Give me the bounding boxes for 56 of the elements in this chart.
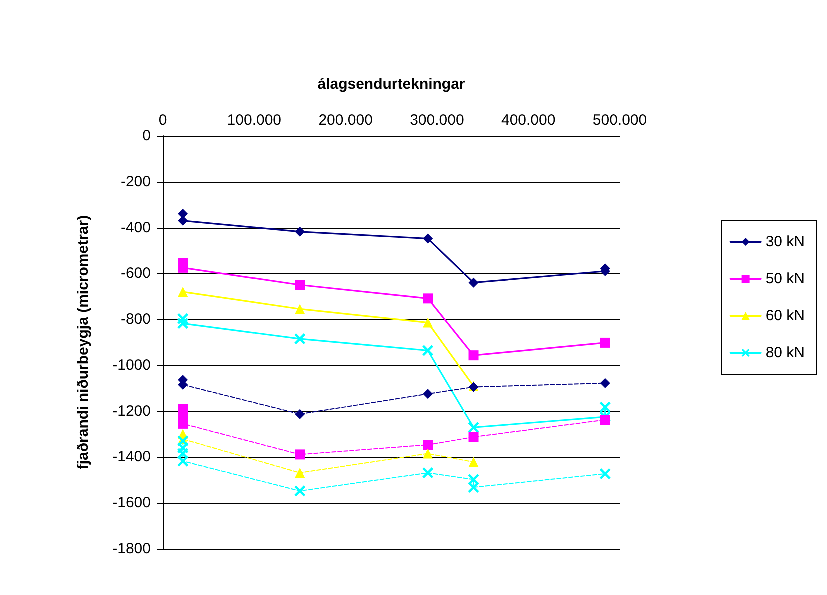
point [468, 432, 479, 442]
point [295, 468, 306, 478]
point [178, 410, 188, 420]
point [423, 389, 434, 400]
y-tick-label: -1000 [112, 356, 151, 374]
point [422, 468, 434, 479]
point [295, 226, 306, 237]
point [423, 440, 434, 450]
point [468, 422, 480, 434]
point [295, 409, 306, 420]
x-tick-label: 300.000 [410, 112, 464, 129]
point [600, 378, 610, 388]
point [468, 482, 480, 494]
point [295, 304, 306, 314]
point [468, 278, 479, 288]
point [178, 262, 188, 273]
y-axis-title: fjaðrandi niðurbeygja (micrometrar) [75, 215, 92, 470]
point [178, 216, 188, 226]
point [295, 280, 306, 290]
point [423, 294, 434, 304]
x-tick-label: 400.000 [501, 112, 556, 129]
y-tick-label: -400 [120, 219, 151, 236]
point [423, 234, 434, 244]
y-tick-label: -1200 [112, 402, 151, 420]
y-tick-label: -1600 [112, 494, 151, 512]
y-tick-label: -1400 [112, 448, 151, 466]
y-tick-label: -600 [120, 265, 151, 282]
point [423, 448, 434, 459]
x-tick-label: 100.000 [227, 112, 282, 129]
point [468, 457, 479, 468]
point [600, 402, 611, 413]
point [468, 350, 479, 361]
point [295, 450, 306, 460]
legend-label: 50 kN [766, 270, 806, 288]
legend-label: 30 kN [766, 234, 806, 250]
point [178, 456, 189, 467]
legend-label: 80 kN [766, 344, 806, 362]
point [178, 418, 188, 429]
y-tick-label: 0 [142, 128, 151, 144]
point [422, 345, 434, 356]
point [294, 486, 306, 497]
point [423, 318, 434, 328]
point [600, 468, 611, 480]
y-tick-label: -200 [120, 173, 151, 190]
x-axis-title: álagsendurtekningar [318, 76, 466, 93]
x-tick-label: 500.000 [592, 112, 648, 129]
point [600, 338, 610, 348]
point [178, 287, 188, 298]
point [294, 334, 306, 345]
x-tick-label: 0 [158, 112, 168, 129]
x-tick-label: 200.000 [318, 112, 373, 129]
point [178, 318, 189, 330]
y-tick-label: -800 [120, 311, 151, 328]
point [600, 415, 610, 426]
legend-label: 60 kN [766, 308, 806, 324]
y-tick-label: -1800 [112, 540, 151, 558]
